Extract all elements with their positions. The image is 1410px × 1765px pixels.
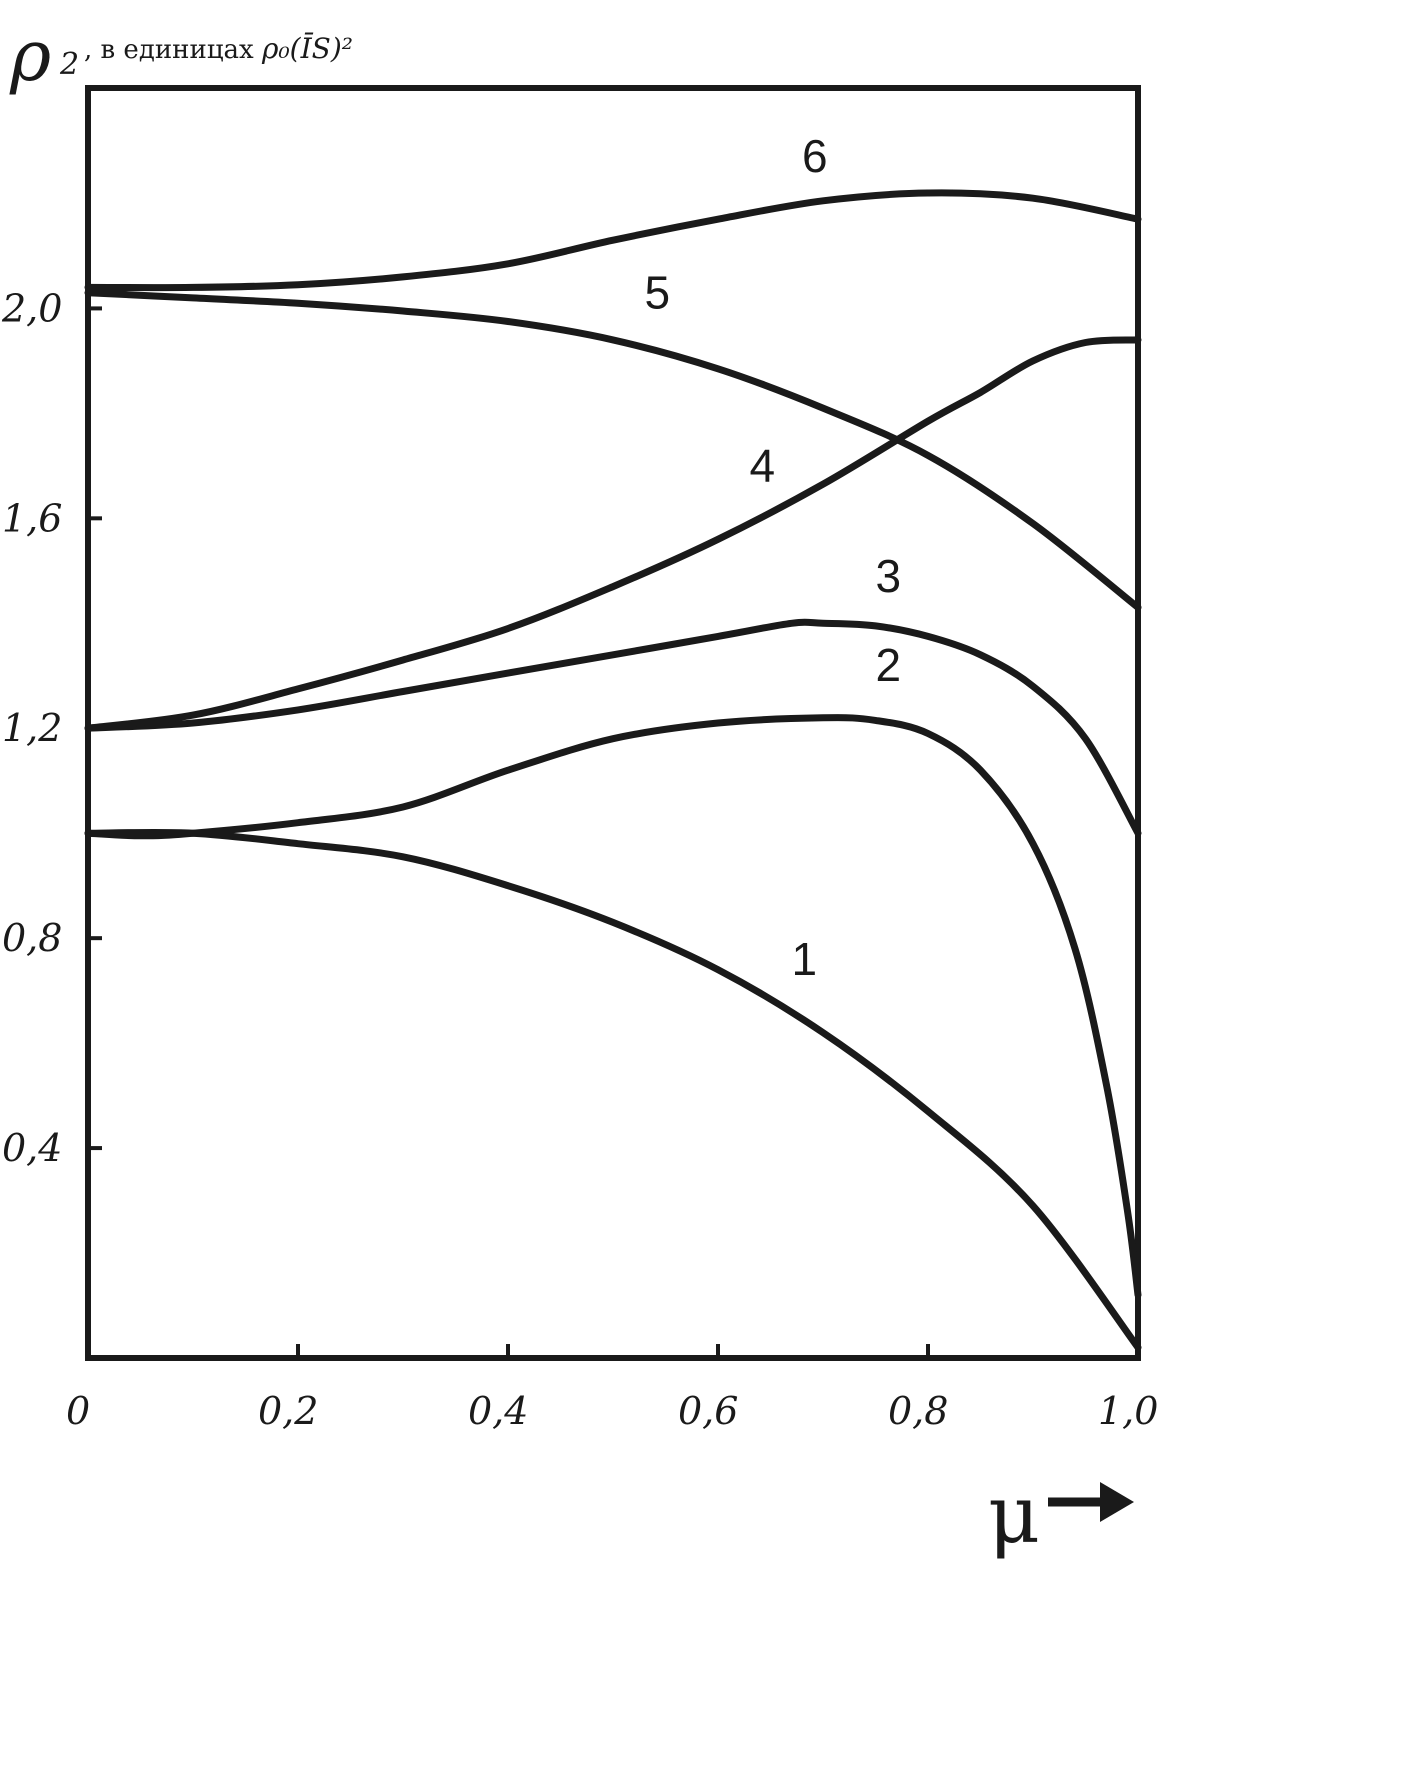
curve-labels: 1 2 3 4 5 6: [645, 130, 902, 985]
series-line-4: [84, 336, 1142, 732]
y-tick-label: 2,0: [1, 286, 62, 330]
y-tick-label: 0,8: [2, 916, 62, 960]
series-line-5: [84, 289, 1142, 611]
y-axis-label-text: , в единицах: [84, 35, 254, 65]
series-line-6: [84, 189, 1142, 292]
y-axis-ticks: 0,4 0,8 1,2 1,6 2,0: [1, 286, 102, 1170]
series-layer: [84, 189, 1142, 1351]
curve-label-1: 1: [792, 933, 818, 985]
x-tick-label: 0,4: [468, 1389, 528, 1433]
curve-label-6: 6: [802, 130, 828, 182]
x-axis-arrow-icon: [1048, 1482, 1134, 1522]
y-tick-label: 1,6: [2, 496, 62, 540]
series-line-3: [84, 618, 1142, 837]
y-tick-label: 0,4: [2, 1126, 62, 1170]
curve-label-5: 5: [645, 266, 671, 318]
x-tick-label: 0: [66, 1389, 90, 1433]
x-tick-label: 0,2: [258, 1389, 318, 1433]
plot-frame: [85, 85, 1141, 1361]
y-axis-label-subscript: 2: [59, 47, 79, 82]
x-axis-ticks: 0 0,2 0,4 0,6 0,8 1,0: [66, 1344, 1158, 1433]
y-axis-label: ρ 2 , в единицах ρ₀(ĪS)²: [9, 15, 353, 97]
curve-label-3: 3: [876, 550, 902, 602]
x-tick-label: 1,0: [1098, 1389, 1158, 1433]
y-axis-label-units: ρ₀(ĪS)²: [261, 32, 353, 65]
curve-label-4: 4: [750, 440, 776, 492]
x-tick-label: 0,8: [888, 1389, 948, 1433]
x-tick-label: 0,6: [678, 1389, 738, 1433]
x-axis-label-symbol: μ: [988, 1468, 1040, 1561]
y-axis-label-symbol: ρ: [9, 15, 51, 97]
y-tick-label: 1,2: [2, 706, 62, 750]
series-line-1: [84, 828, 1142, 1351]
x-axis-label: μ: [988, 1468, 1134, 1561]
curve-label-2: 2: [876, 639, 902, 691]
series-line-2: [84, 714, 1142, 1299]
